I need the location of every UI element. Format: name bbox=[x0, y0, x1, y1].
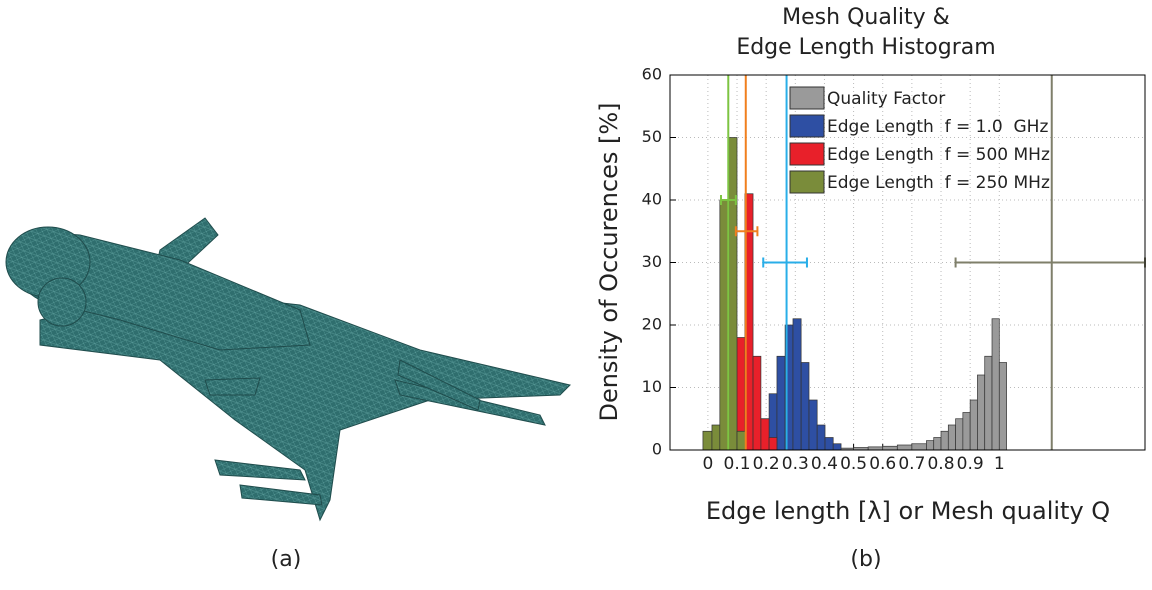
legend-swatch bbox=[790, 87, 824, 109]
x-tick-label: 0.6 bbox=[869, 454, 896, 474]
histogram-bar bbox=[793, 319, 801, 450]
y-tick-label: 30 bbox=[642, 252, 662, 271]
histogram-bar bbox=[883, 446, 898, 450]
histogram-bar bbox=[934, 438, 941, 451]
x-tick-label: 0.9 bbox=[957, 454, 984, 474]
y-axis-label: Density of Occurences [%] bbox=[595, 102, 623, 421]
histogram-bar bbox=[970, 400, 977, 450]
histogram-bar bbox=[712, 425, 720, 450]
histogram-bar bbox=[926, 441, 933, 450]
histogram-bar bbox=[977, 375, 984, 450]
x-tick-label: 0.1 bbox=[724, 454, 751, 474]
aircraft-mesh-image bbox=[6, 218, 570, 520]
legend-label: Edge Length f = 1.0 GHz bbox=[827, 117, 1048, 137]
caption: (a) bbox=[271, 547, 302, 572]
x-tick-label: 1 bbox=[994, 454, 1005, 474]
histogram-bar bbox=[769, 438, 777, 451]
chart-title: Edge Length Histogram bbox=[736, 35, 995, 60]
histogram-bar bbox=[729, 138, 737, 451]
x-tick-label: 0.2 bbox=[753, 454, 780, 474]
y-tick-label: 0 bbox=[652, 440, 662, 459]
histogram-bar bbox=[985, 356, 992, 450]
histogram-bar bbox=[999, 363, 1006, 451]
histogram-bar bbox=[941, 431, 948, 450]
histogram-bar bbox=[777, 356, 785, 450]
x-tick-label: 0.7 bbox=[898, 454, 925, 474]
figure: (a) (b) Mesh Quality & Edge Length Histo… bbox=[0, 0, 1152, 586]
legend-swatch bbox=[790, 143, 824, 165]
legend-swatch bbox=[790, 115, 824, 137]
histogram-bar bbox=[809, 400, 817, 450]
histogram-bar bbox=[956, 419, 963, 450]
y-tick-label: 10 bbox=[642, 377, 662, 396]
legend-swatch bbox=[790, 171, 824, 193]
histogram-bar bbox=[753, 356, 761, 450]
histogram-bar bbox=[948, 425, 955, 450]
histogram-bar bbox=[737, 431, 746, 450]
x-tick-label: 0.8 bbox=[927, 454, 954, 474]
legend-label: Edge Length f = 250 MHz bbox=[827, 173, 1050, 193]
histogram-bar bbox=[992, 319, 999, 450]
histogram-bar bbox=[801, 363, 809, 451]
x-tick-label: 0.3 bbox=[782, 454, 809, 474]
histogram-bar bbox=[761, 419, 769, 450]
y-tick-label: 40 bbox=[642, 190, 662, 209]
histogram-bar bbox=[897, 445, 912, 450]
x-axis-label: Edge length [λ] or Mesh quality Q bbox=[706, 497, 1110, 525]
y-tick-label: 60 bbox=[642, 65, 662, 84]
legend-label: Quality Factor bbox=[827, 89, 945, 109]
x-tick-label: 0.4 bbox=[811, 454, 838, 474]
legend-label: Edge Length f = 500 MHz bbox=[827, 145, 1050, 165]
histogram-bar bbox=[833, 444, 841, 450]
histogram-bar bbox=[817, 425, 825, 450]
histogram-bar bbox=[912, 444, 927, 450]
chart-title: Mesh Quality & bbox=[782, 5, 950, 30]
x-tick-label: 0 bbox=[702, 454, 713, 474]
x-tick-label: 0.5 bbox=[840, 454, 867, 474]
caption: (b) bbox=[850, 547, 881, 572]
histogram-bar bbox=[703, 431, 712, 450]
y-tick-label: 50 bbox=[642, 127, 662, 146]
histogram-bar bbox=[825, 438, 833, 451]
y-tick-label: 20 bbox=[642, 315, 662, 334]
histogram-bar bbox=[963, 413, 970, 451]
